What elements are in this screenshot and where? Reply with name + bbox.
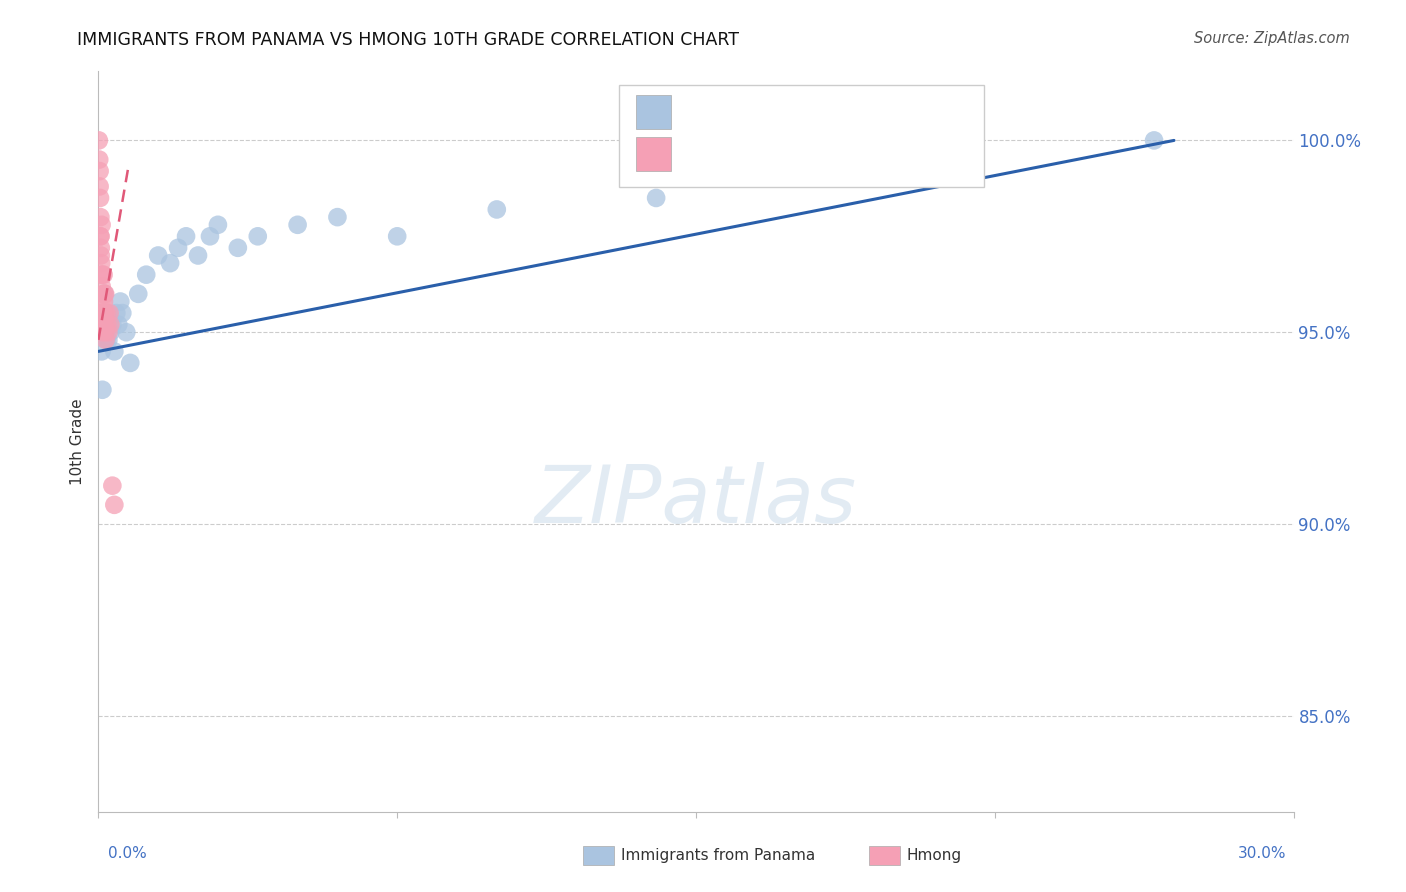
Point	[127, 286, 149, 301]
Text: 0.0%: 0.0%	[108, 846, 148, 861]
Point	[90, 294, 112, 309]
Point	[135, 268, 157, 282]
Point	[246, 229, 269, 244]
Point	[91, 318, 114, 332]
Point	[91, 306, 114, 320]
Text: Hmong: Hmong	[907, 848, 962, 863]
Text: N =: N =	[780, 145, 828, 163]
Point	[89, 210, 111, 224]
Point	[287, 218, 309, 232]
Point	[94, 325, 117, 339]
Point	[91, 306, 114, 320]
Y-axis label: 10th Grade: 10th Grade	[70, 398, 86, 485]
Point	[96, 306, 118, 320]
Point	[90, 241, 112, 255]
Point	[89, 191, 111, 205]
Point	[1143, 133, 1166, 147]
Text: Source: ZipAtlas.com: Source: ZipAtlas.com	[1194, 31, 1350, 46]
Text: R =: R =	[688, 145, 728, 163]
Point	[174, 229, 197, 244]
Point	[96, 318, 118, 332]
Point	[187, 248, 209, 262]
Point	[98, 325, 122, 339]
Point	[89, 179, 111, 194]
Text: IMMIGRANTS FROM PANAMA VS HMONG 10TH GRADE CORRELATION CHART: IMMIGRANTS FROM PANAMA VS HMONG 10TH GRA…	[77, 31, 740, 49]
Point	[198, 229, 221, 244]
Point	[91, 306, 114, 320]
Point	[93, 294, 115, 309]
Point	[89, 229, 111, 244]
Point	[98, 318, 122, 332]
Point	[91, 383, 114, 397]
Text: 35: 35	[818, 103, 839, 121]
Point	[98, 306, 121, 320]
Point	[148, 248, 170, 262]
Point	[159, 256, 181, 270]
Point	[89, 325, 111, 339]
Point	[94, 306, 117, 320]
Text: 0.161: 0.161	[725, 145, 773, 163]
Point	[93, 318, 115, 332]
Point	[93, 268, 115, 282]
Point	[91, 318, 114, 332]
Point	[93, 286, 115, 301]
Point	[226, 241, 249, 255]
Point	[167, 241, 190, 255]
Point	[89, 164, 111, 178]
Point	[645, 191, 668, 205]
Point	[94, 318, 117, 332]
Text: 30.0%: 30.0%	[1239, 846, 1286, 861]
Point	[94, 286, 117, 301]
Point	[93, 286, 115, 301]
Point	[90, 256, 112, 270]
Point	[385, 229, 409, 244]
Text: R =: R =	[688, 103, 724, 121]
Point	[97, 333, 120, 347]
Point	[90, 248, 112, 262]
Point	[111, 306, 134, 320]
Point	[485, 202, 508, 217]
Point	[91, 306, 114, 320]
Point	[91, 286, 114, 301]
Text: N =: N =	[780, 103, 828, 121]
Point	[101, 318, 124, 332]
Point	[90, 268, 112, 282]
Point	[207, 218, 229, 232]
Point	[103, 498, 125, 512]
Point	[94, 333, 117, 347]
Point	[90, 344, 112, 359]
Point	[105, 306, 128, 320]
Point	[107, 318, 129, 332]
Point	[120, 356, 142, 370]
Point	[89, 229, 111, 244]
Point	[89, 153, 111, 167]
Point	[97, 325, 120, 339]
Point	[96, 306, 118, 320]
Point	[90, 279, 112, 293]
Point	[87, 133, 110, 147]
Point	[90, 218, 112, 232]
Point	[115, 325, 138, 339]
Point	[91, 268, 114, 282]
Point	[96, 333, 118, 347]
Text: 0.428: 0.428	[725, 103, 773, 121]
Text: ZIPatlas: ZIPatlas	[534, 462, 858, 540]
Point	[103, 344, 125, 359]
Point	[91, 325, 114, 339]
Point	[326, 210, 349, 224]
Point	[101, 478, 124, 492]
Point	[110, 294, 132, 309]
Text: 38: 38	[818, 145, 839, 163]
Text: Immigrants from Panama: Immigrants from Panama	[621, 848, 815, 863]
